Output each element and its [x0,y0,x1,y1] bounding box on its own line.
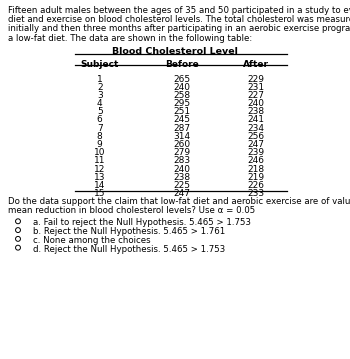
Text: Before: Before [165,60,199,69]
Text: 234: 234 [247,124,264,133]
Text: 12: 12 [94,165,105,174]
Text: 1: 1 [97,75,103,84]
Text: b. Reject the Null Hypothesis. 5.465 > 1.761: b. Reject the Null Hypothesis. 5.465 > 1… [33,227,225,236]
Text: 3: 3 [97,91,103,100]
Text: d. Reject the Null Hypothesis. 5.465 > 1.753: d. Reject the Null Hypothesis. 5.465 > 1… [33,245,225,254]
Text: 245: 245 [174,116,190,125]
Text: 287: 287 [174,124,190,133]
Text: 239: 239 [247,148,264,157]
Text: 10: 10 [94,148,105,157]
Text: mean reduction in blood cholesterol levels? Use α = 0.05: mean reduction in blood cholesterol leve… [8,206,255,215]
Text: 219: 219 [247,173,264,182]
Text: 11: 11 [94,157,105,165]
Text: 6: 6 [97,116,103,125]
Text: 240: 240 [174,83,190,92]
Text: c. None among the choices: c. None among the choices [33,236,150,245]
Text: 15: 15 [94,189,105,198]
Text: 247: 247 [247,140,264,149]
Text: initially and then three months after participating in an aerobic exercise progr: initially and then three months after pa… [8,24,350,33]
Text: 226: 226 [247,181,264,190]
Text: 246: 246 [247,157,264,165]
Text: 238: 238 [174,173,190,182]
Text: 238: 238 [247,107,264,116]
Text: 283: 283 [174,157,190,165]
Text: 256: 256 [247,132,264,141]
Text: 314: 314 [174,132,190,141]
Text: 9: 9 [97,140,103,149]
Text: 260: 260 [174,140,190,149]
Text: 251: 251 [174,107,190,116]
Text: Subject: Subject [80,60,119,69]
Text: 258: 258 [174,91,190,100]
Text: 225: 225 [174,181,190,190]
Text: diet and exercise on blood cholesterol levels. The total cholesterol was measure: diet and exercise on blood cholesterol l… [8,15,350,24]
Text: 241: 241 [247,116,264,125]
Text: 4: 4 [97,99,103,108]
Text: Blood Cholesterol Level: Blood Cholesterol Level [112,47,238,56]
Text: 227: 227 [247,91,264,100]
Text: After: After [243,60,268,69]
Text: Fifteen adult males between the ages of 35 and 50 participated in a study to eva: Fifteen adult males between the ages of … [8,6,350,15]
Text: 247: 247 [174,189,190,198]
Text: 295: 295 [174,99,190,108]
Text: Do the data support the claim that low-fat diet and aerobic exercise are of valu: Do the data support the claim that low-f… [8,197,350,206]
Text: 2: 2 [97,83,103,92]
Text: 5: 5 [97,107,103,116]
Text: 240: 240 [247,99,264,108]
Text: 231: 231 [247,83,264,92]
Text: 7: 7 [97,124,103,133]
Text: 229: 229 [247,75,264,84]
Text: a. Fail to reject the Null Hypothesis. 5.465 > 1.753: a. Fail to reject the Null Hypothesis. 5… [33,218,251,227]
Text: 13: 13 [94,173,105,182]
Text: 265: 265 [174,75,190,84]
Text: 8: 8 [97,132,103,141]
Text: 279: 279 [174,148,190,157]
Text: 14: 14 [94,181,105,190]
Text: 240: 240 [174,165,190,174]
Text: 233: 233 [247,189,264,198]
Text: a low-fat diet. The data are shown in the following table:: a low-fat diet. The data are shown in th… [8,34,252,43]
Text: 218: 218 [247,165,264,174]
